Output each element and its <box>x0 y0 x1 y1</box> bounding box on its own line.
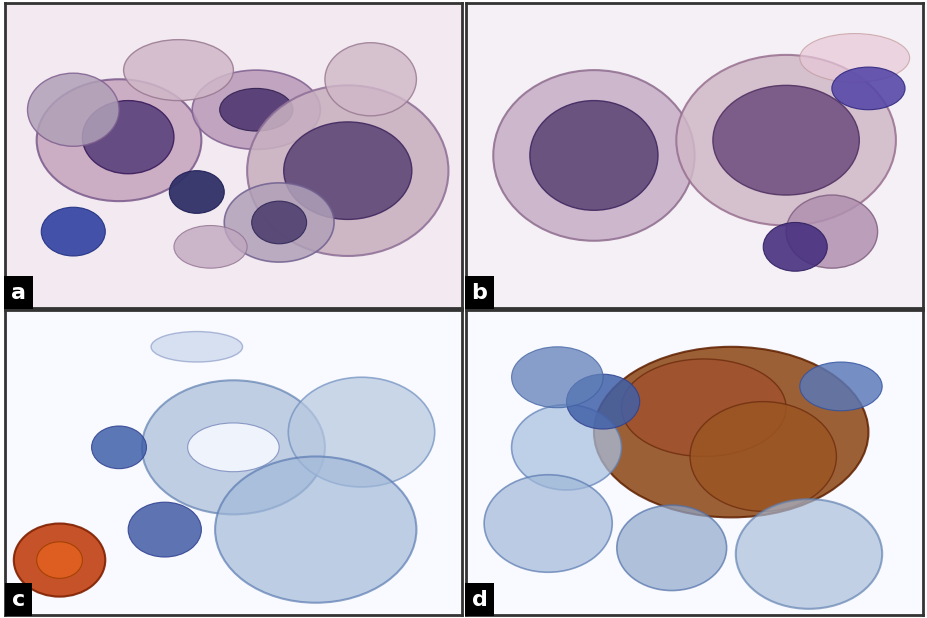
Ellipse shape <box>831 67 904 110</box>
Ellipse shape <box>92 426 146 468</box>
Ellipse shape <box>690 402 835 511</box>
Ellipse shape <box>169 171 224 213</box>
Ellipse shape <box>192 70 320 150</box>
Ellipse shape <box>41 207 105 256</box>
Ellipse shape <box>676 55 895 226</box>
Ellipse shape <box>151 331 242 362</box>
Ellipse shape <box>288 377 434 487</box>
Ellipse shape <box>735 499 882 609</box>
Ellipse shape <box>83 101 173 174</box>
Ellipse shape <box>128 502 201 557</box>
Ellipse shape <box>28 73 119 146</box>
Ellipse shape <box>493 70 693 241</box>
Ellipse shape <box>215 457 416 603</box>
Ellipse shape <box>762 222 826 271</box>
Ellipse shape <box>616 506 726 591</box>
Ellipse shape <box>14 523 105 596</box>
Ellipse shape <box>593 347 868 517</box>
Ellipse shape <box>565 375 639 429</box>
Ellipse shape <box>785 195 877 268</box>
Ellipse shape <box>529 101 657 210</box>
Ellipse shape <box>799 33 908 82</box>
Ellipse shape <box>224 183 334 262</box>
Ellipse shape <box>187 423 279 472</box>
Ellipse shape <box>712 85 858 195</box>
Text: c: c <box>12 590 25 610</box>
Ellipse shape <box>37 79 201 201</box>
Ellipse shape <box>123 40 234 101</box>
Ellipse shape <box>621 359 785 457</box>
Ellipse shape <box>284 122 412 219</box>
Text: b: b <box>471 282 487 303</box>
Ellipse shape <box>251 201 306 243</box>
Ellipse shape <box>511 405 621 490</box>
Ellipse shape <box>37 542 83 578</box>
Ellipse shape <box>173 226 247 268</box>
Ellipse shape <box>484 475 612 572</box>
Ellipse shape <box>220 88 293 131</box>
Ellipse shape <box>142 380 324 514</box>
Ellipse shape <box>799 362 882 411</box>
Ellipse shape <box>324 43 416 116</box>
Ellipse shape <box>511 347 603 408</box>
Text: a: a <box>11 282 26 303</box>
Ellipse shape <box>247 85 448 256</box>
Text: d: d <box>471 590 487 610</box>
